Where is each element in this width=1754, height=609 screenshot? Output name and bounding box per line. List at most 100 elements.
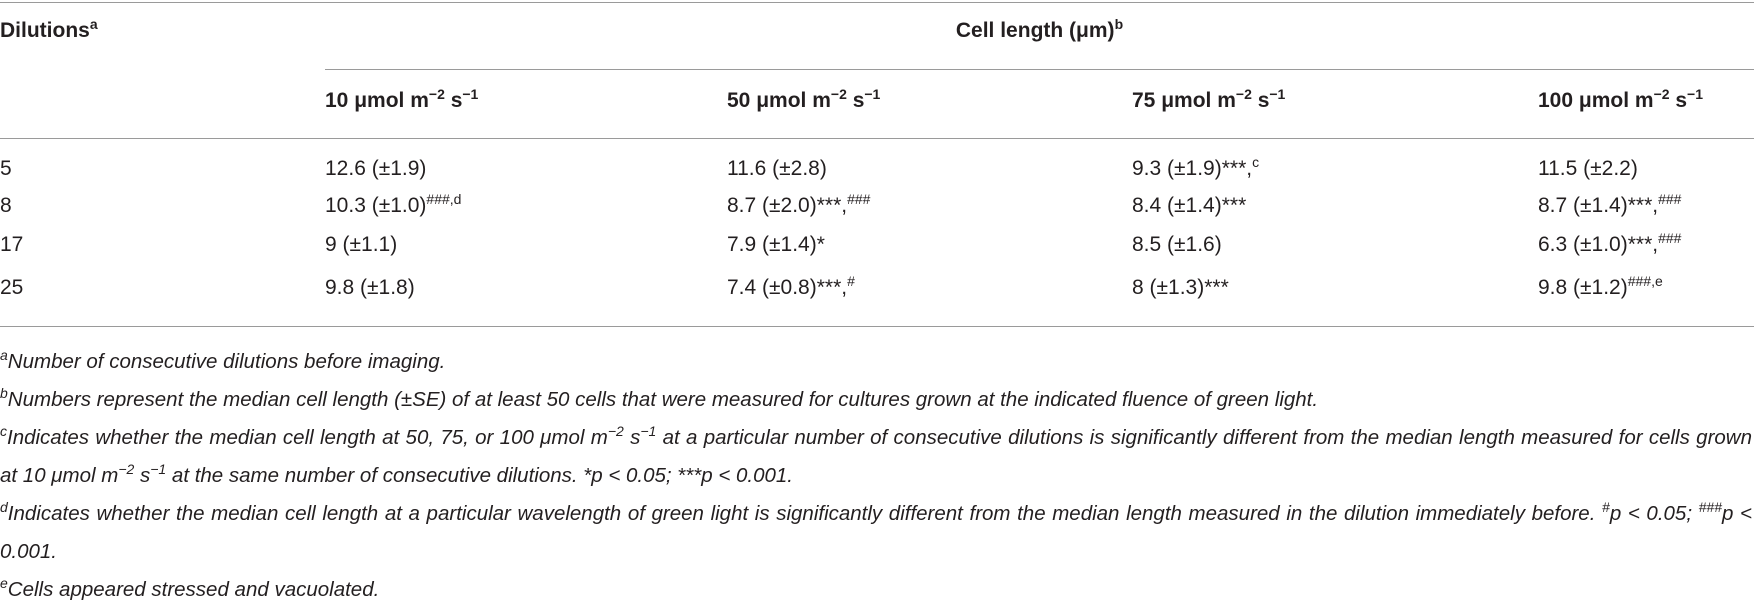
text: Cells appeared stressed and vacuolated. — [7, 578, 380, 601]
text: 9.8 (±1.2) — [1538, 276, 1628, 299]
footnotes: aNumber of consecutive dilutions before … — [0, 343, 1752, 609]
text: 9.3 (±1.9)***, — [1132, 157, 1253, 180]
table-cell: 17 — [0, 232, 23, 258]
table-cell: 5 — [0, 156, 12, 182]
table-cell: 25 — [0, 275, 23, 301]
footnote: cIndicates whether the median cell lengt… — [0, 419, 1752, 495]
text: 9 (±1.1) — [325, 233, 398, 256]
text: Indicates whether the median cell length… — [7, 426, 608, 449]
superscript: c — [0, 423, 7, 439]
table-cell: 8.7 (±2.0)***,### — [727, 191, 871, 219]
text: 5 — [0, 157, 12, 180]
bottom-rule — [0, 326, 1754, 327]
superscript: −2 — [1653, 86, 1670, 102]
column-header: 50 μmol m−2 s−1 — [727, 86, 881, 114]
column-header: 75 μmol m−2 s−1 — [1132, 86, 1286, 114]
text: 10.3 (±1.0) — [325, 194, 427, 217]
text: Indicates whether the median cell length… — [7, 502, 1603, 525]
text: s — [444, 89, 463, 112]
table-cell: 8.4 (±1.4)*** — [1132, 193, 1246, 219]
superscript: −1 — [864, 86, 881, 102]
group-rule — [325, 69, 1754, 70]
superscript: ### — [1658, 191, 1682, 207]
superscript: # — [847, 273, 855, 289]
text: 8 — [0, 194, 12, 217]
superscript: a — [89, 16, 98, 32]
top-rule — [0, 2, 1754, 3]
text: 100 μmol m — [1538, 89, 1654, 112]
superscript: ### — [1698, 499, 1722, 515]
text: s — [623, 426, 641, 449]
table-cell: 9.8 (±1.2)###,e — [1538, 273, 1663, 301]
column-header: 10 μmol m−2 s−1 — [325, 86, 479, 114]
text: 50 μmol m — [727, 89, 831, 112]
text: 11.5 (±2.2) — [1538, 157, 1638, 180]
table-cell: 8.7 (±1.4)***,### — [1538, 191, 1682, 219]
superscript: −1 — [1687, 86, 1704, 102]
superscript: e — [0, 575, 8, 591]
text: Dilutions — [0, 19, 90, 42]
superscript: −2 — [1235, 86, 1252, 102]
text: 12.6 (±1.9) — [325, 157, 427, 180]
text: 6.3 (±1.0)***, — [1538, 233, 1659, 256]
superscript: # — [1602, 499, 1610, 515]
superscript: b — [0, 385, 8, 401]
table-cell: 7.9 (±1.4)* — [727, 232, 825, 258]
superscript: −2 — [428, 86, 445, 102]
text: 75 μmol m — [1132, 89, 1236, 112]
text: 9.8 (±1.8) — [325, 276, 415, 299]
superscript: ### — [1658, 230, 1682, 246]
table-cell: 8 (±1.3)*** — [1132, 275, 1229, 301]
table-cell: 9 (±1.1) — [325, 232, 397, 258]
text: 7.4 (±0.8)***, — [727, 276, 848, 299]
table-cell: 11.6 (±2.8) — [727, 156, 827, 182]
text: 25 — [0, 276, 24, 299]
stub-header: Dilutionsa — [0, 16, 98, 44]
table-cell: 8.5 (±1.6) — [1132, 232, 1222, 258]
text: 17 — [0, 233, 24, 256]
text: 8.4 (±1.4)*** — [1132, 194, 1247, 217]
text: s — [1251, 89, 1270, 112]
text: 10 μmol m — [325, 89, 429, 112]
table-cell: 12.6 (±1.9) — [325, 156, 426, 182]
superscript: b — [1114, 16, 1124, 32]
superscript: −2 — [118, 461, 135, 477]
column-header: 100 μmol m−2 s−1 — [1538, 86, 1704, 114]
text: 11.6 (±2.8) — [727, 157, 827, 180]
text: 8.7 (±2.0)***, — [727, 194, 848, 217]
text: p < 0.05; — [1609, 502, 1699, 525]
superscript: −1 — [150, 461, 167, 477]
superscript: −2 — [607, 423, 624, 439]
text: Number of consecutive dilutions before i… — [7, 350, 446, 373]
text: s — [846, 89, 865, 112]
footnote: aNumber of consecutive dilutions before … — [0, 343, 1752, 381]
footnote: eCells appeared stressed and vacuolated. — [0, 571, 1752, 609]
text: p < 0.001. — [0, 502, 1752, 563]
text: 8.5 (±1.6) — [1132, 233, 1222, 256]
superscript: −2 — [830, 86, 847, 102]
table-cell: 7.4 (±0.8)***,# — [727, 273, 855, 301]
superscript: ###,d — [426, 191, 462, 207]
text: s — [1669, 89, 1688, 112]
table-cell: 6.3 (±1.0)***,### — [1538, 230, 1682, 258]
superscript: −1 — [640, 423, 657, 439]
text: Numbers represent the median cell length… — [7, 388, 1319, 411]
table-cell: 9.8 (±1.8) — [325, 275, 415, 301]
superscript: ###,e — [1627, 273, 1663, 289]
table-cell: 11.5 (±2.2) — [1538, 156, 1638, 182]
text: 8.7 (±1.4)***, — [1538, 194, 1659, 217]
text: 7.9 (±1.4)* — [727, 233, 825, 256]
superscript: −1 — [1269, 86, 1286, 102]
footnote: bNumbers represent the median cell lengt… — [0, 381, 1752, 419]
superscript: d — [0, 499, 8, 515]
table-cell: 10.3 (±1.0)###,d — [325, 191, 462, 219]
header-rule — [0, 138, 1754, 139]
footnote: dIndicates whether the median cell lengt… — [0, 495, 1752, 571]
group-header: Cell length (μm)b — [325, 16, 1754, 44]
text: at the same number of consecutive diluti… — [166, 464, 794, 487]
superscript: ### — [847, 191, 871, 207]
superscript: −1 — [462, 86, 479, 102]
superscript: c — [1252, 154, 1260, 170]
text: Cell length (μm) — [955, 19, 1115, 42]
